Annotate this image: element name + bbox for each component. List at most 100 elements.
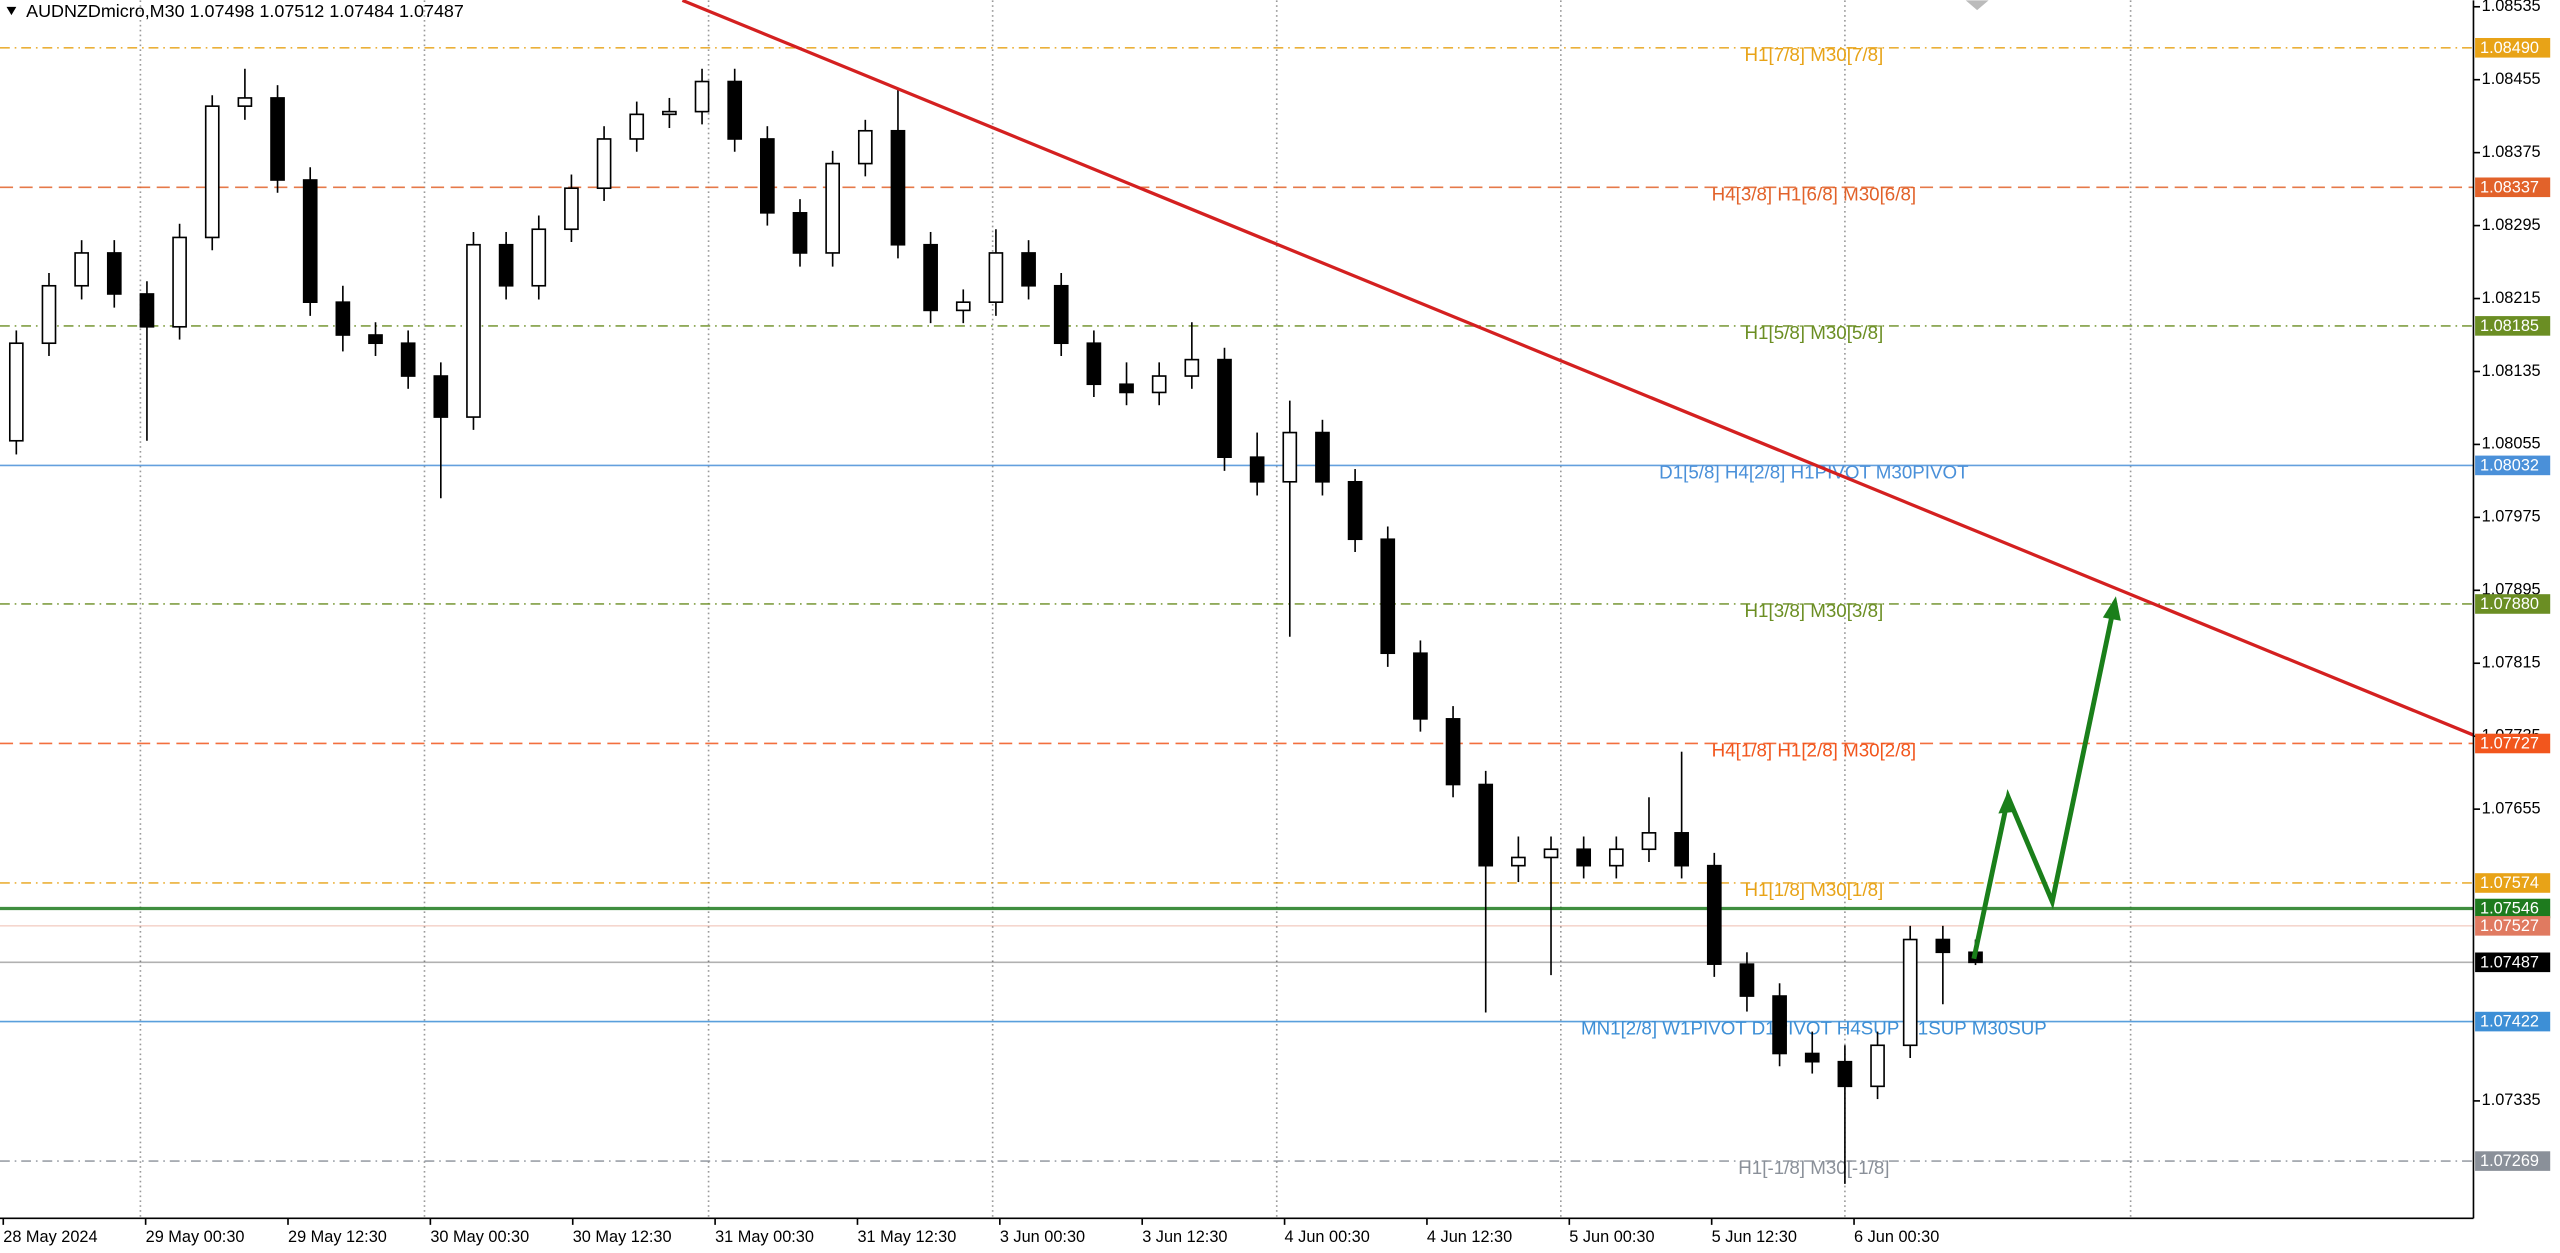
x-tick-label: 31 May 00:30 [715,1228,814,1246]
x-tick-label: 5 Jun 12:30 [1712,1228,1797,1246]
level-label: H1[7/8] M30[7/8] [1745,44,1884,65]
candle-body [400,342,416,377]
candle-body [629,113,645,140]
candle-body [498,243,514,287]
candle-body [1380,538,1396,655]
levels: H1[7/8] M30[7/8] H4[3/8] H1[6/8] M30[6/8]… [0,44,2474,1178]
candle-body [466,243,481,418]
price-box-label: 1.08490 [2480,39,2539,57]
x-tick-label: 29 May 00:30 [146,1228,245,1246]
candle-body [1772,995,1787,1055]
candle-body [564,187,579,231]
level-label: H4[1/8] H1[2/8] M30[2/8] [1712,740,1916,761]
x-tick-label: 4 Jun 12:30 [1427,1228,1512,1246]
candle-body [531,228,547,287]
candle-body [1576,848,1592,867]
y-tick-label: 1.07815 [2482,654,2541,672]
forecast-arrow [1971,603,2117,960]
candle-body [1217,358,1232,459]
candle-body [662,110,677,116]
candle-body [139,293,155,328]
candle-body [923,243,938,312]
candle-body [1804,1052,1820,1063]
y-tick-label: 1.07655 [2482,799,2541,817]
candle-body [1706,864,1722,965]
candle-body [1837,1060,1853,1088]
y-tick-label: 1.08375 [2482,143,2541,161]
x-tick-label: 29 May 12:30 [288,1228,387,1246]
x-tick-label: 31 May 12:30 [857,1228,956,1246]
candle-body [596,138,612,190]
candle-body [74,252,89,287]
x-tick-label: 6 Jun 00:30 [1854,1228,1939,1246]
x-tick-label: 30 May 00:30 [430,1228,529,1246]
level-label: D1[5/8] H4[2/8] H1PIVOT M30PIVOT [1659,462,1969,483]
price-box [2475,952,2551,973]
menu-triangle [6,6,17,16]
candle-body [955,301,971,312]
candle-body [41,284,57,345]
candle-body [857,129,873,165]
y-tick-label: 1.07975 [2482,508,2541,526]
candle-body [1478,783,1494,867]
candle-body [1641,832,1657,851]
price-box [2475,1011,2551,1032]
candle-body [1151,375,1167,394]
y-tick-label: 1.07335 [2482,1091,2541,1109]
low-price: 1.07484 [329,1,394,21]
price-box-label: 1.07727 [2480,735,2539,753]
price-box [2475,898,2551,919]
candle-body [1674,832,1689,867]
y-tick-label: 1.08535 [2482,0,2541,15]
price-box-label: 1.07269 [2480,1152,2539,1170]
candle-body [106,252,122,295]
price-box [2475,873,2551,893]
candle-body [1902,938,1918,1047]
price-box [2475,37,2551,58]
candle-body [1249,456,1265,483]
price-box-label: 1.07574 [2480,874,2539,892]
marker [1965,0,1989,11]
candle-body [694,80,710,113]
x-tick-label: 28 May 2024 [3,1228,97,1246]
open-price: 1.07498 [190,1,255,21]
candle-body [302,179,318,303]
price-box-label: 1.08032 [2480,457,2539,475]
x-tick-label: 30 May 12:30 [573,1228,672,1246]
day-separators [139,0,2132,1217]
price-box [2475,733,2551,754]
price-box [2475,455,2551,476]
candle-body [727,80,743,140]
price-box-label: 1.08337 [2480,178,2539,196]
price-box-label: 1.07880 [2480,595,2539,613]
candle-body [1935,938,1951,954]
y-tick-label: 1.08135 [2482,362,2541,380]
candle-body [270,97,285,181]
close-price: 1.07487 [399,1,464,21]
candle-body [1608,848,1624,867]
price-box [2475,1151,2551,1171]
candle-body [1282,431,1298,483]
price-box [2475,916,2551,936]
candle-body [1739,963,1755,997]
high-price: 1.07512 [259,1,324,21]
price-box-label: 1.07422 [2480,1013,2539,1031]
candle-body [172,236,187,328]
candle-body [204,105,220,239]
candle-body [1511,856,1526,867]
candle-body [890,129,906,246]
y-tick-label: 1.08455 [2482,70,2541,88]
candle-body [1870,1044,1885,1088]
level-label: H1[-1/8] M30[-1/8] [1738,1157,1889,1178]
candle-body [792,212,808,254]
candle-body [988,252,1004,303]
price-box [2475,594,2551,614]
y-tick-label: 1.07895 [2482,581,2541,599]
price-box-label: 1.08185 [2480,317,2539,335]
arrow-head [2102,596,2121,621]
candle-body [1315,431,1330,483]
price-box [2475,177,2551,198]
price-box-label: 1.07487 [2480,953,2539,971]
price-box-label: 1.07527 [2480,917,2539,935]
